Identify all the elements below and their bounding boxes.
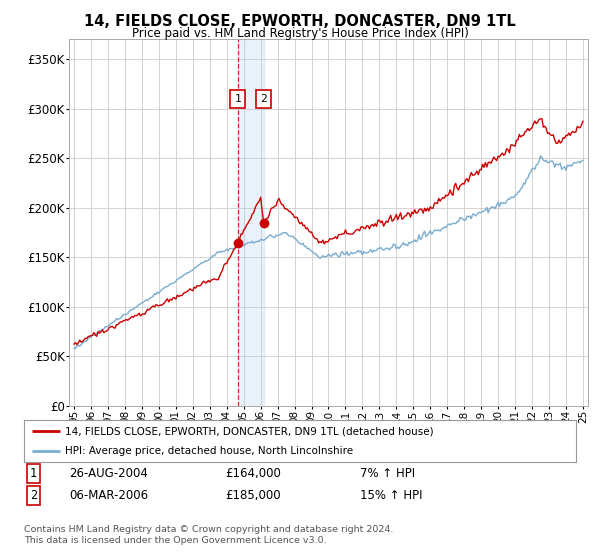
Text: 14, FIELDS CLOSE, EPWORTH, DONCASTER, DN9 1TL (detached house): 14, FIELDS CLOSE, EPWORTH, DONCASTER, DN… (65, 426, 434, 436)
Text: 2: 2 (30, 489, 37, 502)
Text: 2: 2 (260, 94, 267, 104)
Text: 14, FIELDS CLOSE, EPWORTH, DONCASTER, DN9 1TL: 14, FIELDS CLOSE, EPWORTH, DONCASTER, DN… (84, 14, 516, 29)
Text: Price paid vs. HM Land Registry's House Price Index (HPI): Price paid vs. HM Land Registry's House … (131, 27, 469, 40)
Text: HPI: Average price, detached house, North Lincolnshire: HPI: Average price, detached house, Nort… (65, 446, 353, 456)
Text: 1: 1 (30, 466, 37, 480)
Text: 26-AUG-2004: 26-AUG-2004 (69, 466, 148, 480)
Text: 7% ↑ HPI: 7% ↑ HPI (360, 466, 415, 480)
Bar (238, 39, 263, 406)
Text: £164,000: £164,000 (225, 466, 281, 480)
Text: £185,000: £185,000 (225, 489, 281, 502)
Text: 1: 1 (235, 94, 241, 104)
Text: 06-MAR-2006: 06-MAR-2006 (69, 489, 148, 502)
Text: Contains HM Land Registry data © Crown copyright and database right 2024.
This d: Contains HM Land Registry data © Crown c… (24, 525, 394, 545)
Text: 15% ↑ HPI: 15% ↑ HPI (360, 489, 422, 502)
